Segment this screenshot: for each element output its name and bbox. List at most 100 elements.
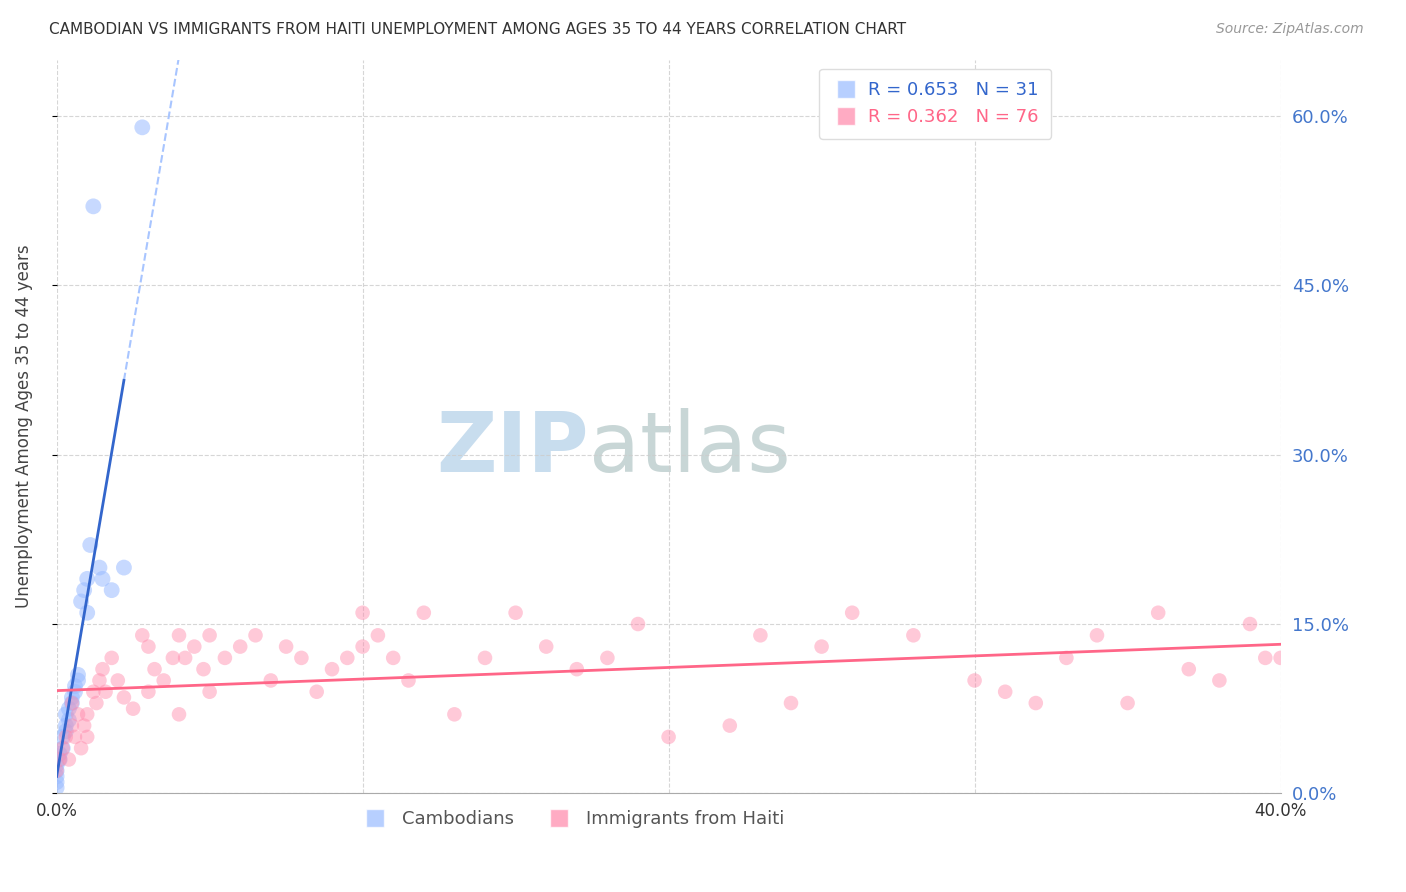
Point — [112, 560, 135, 574]
Point — [198, 685, 221, 699]
Point — [63, 730, 86, 744]
Point — [70, 594, 93, 608]
Point — [1085, 628, 1108, 642]
Point — [443, 707, 465, 722]
Point — [1208, 673, 1230, 688]
Point — [91, 662, 114, 676]
Point — [100, 651, 122, 665]
Point — [183, 640, 205, 654]
Point — [841, 606, 863, 620]
Point — [229, 640, 252, 654]
Point — [82, 685, 104, 699]
Point — [76, 707, 98, 722]
Point — [565, 662, 588, 676]
Point — [100, 583, 122, 598]
Point — [58, 752, 80, 766]
Point — [1270, 651, 1292, 665]
Point — [193, 662, 215, 676]
Point — [152, 673, 174, 688]
Point — [305, 685, 328, 699]
Point — [45, 780, 67, 795]
Point — [352, 606, 374, 620]
Y-axis label: Unemployment Among Ages 35 to 44 years: Unemployment Among Ages 35 to 44 years — [15, 244, 32, 608]
Point — [167, 707, 190, 722]
Point — [596, 651, 619, 665]
Point — [174, 651, 197, 665]
Point — [60, 718, 83, 732]
Point — [162, 651, 184, 665]
Point — [70, 741, 93, 756]
Point — [321, 662, 343, 676]
Point — [290, 651, 312, 665]
Point — [63, 679, 86, 693]
Point — [45, 769, 67, 783]
Point — [198, 628, 221, 642]
Point — [66, 673, 89, 688]
Point — [91, 572, 114, 586]
Point — [336, 651, 359, 665]
Point — [1254, 651, 1277, 665]
Point — [112, 690, 135, 705]
Point — [45, 764, 67, 778]
Point — [903, 628, 925, 642]
Point — [52, 741, 75, 756]
Point — [52, 730, 75, 744]
Point — [82, 199, 104, 213]
Point — [474, 651, 496, 665]
Point — [1178, 662, 1201, 676]
Point — [76, 572, 98, 586]
Point — [58, 713, 80, 727]
Point — [60, 696, 83, 710]
Point — [60, 696, 83, 710]
Point — [45, 758, 67, 772]
Point — [52, 741, 75, 756]
Text: ZIP: ZIP — [436, 408, 589, 489]
Point — [994, 685, 1017, 699]
Point — [55, 718, 77, 732]
Point — [749, 628, 772, 642]
Point — [1116, 696, 1139, 710]
Point — [45, 775, 67, 789]
Point — [48, 747, 70, 761]
Point — [505, 606, 527, 620]
Point — [63, 685, 86, 699]
Text: CAMBODIAN VS IMMIGRANTS FROM HAITI UNEMPLOYMENT AMONG AGES 35 TO 44 YEARS CORREL: CAMBODIAN VS IMMIGRANTS FROM HAITI UNEMP… — [49, 22, 907, 37]
Text: atlas: atlas — [589, 408, 790, 489]
Point — [810, 640, 832, 654]
Point — [627, 617, 650, 632]
Point — [66, 668, 89, 682]
Point — [89, 673, 111, 688]
Point — [718, 718, 741, 732]
Point — [1147, 606, 1170, 620]
Point — [73, 718, 96, 732]
Point — [963, 673, 986, 688]
Point — [398, 673, 420, 688]
Point — [260, 673, 283, 688]
Point — [138, 685, 160, 699]
Point — [382, 651, 405, 665]
Point — [58, 701, 80, 715]
Point — [274, 640, 297, 654]
Point — [122, 701, 145, 715]
Point — [55, 730, 77, 744]
Point — [86, 696, 108, 710]
Point — [352, 640, 374, 654]
Point — [367, 628, 389, 642]
Point — [107, 673, 129, 688]
Point — [55, 707, 77, 722]
Point — [1054, 651, 1077, 665]
Point — [1025, 696, 1047, 710]
Point — [214, 651, 236, 665]
Point — [76, 730, 98, 744]
Point — [79, 538, 101, 552]
Point — [1239, 617, 1261, 632]
Point — [780, 696, 803, 710]
Point — [45, 764, 67, 778]
Point — [73, 583, 96, 598]
Point — [143, 662, 166, 676]
Point — [245, 628, 267, 642]
Point — [48, 752, 70, 766]
Point — [94, 685, 117, 699]
Legend: Cambodians, Immigrants from Haiti: Cambodians, Immigrants from Haiti — [350, 803, 792, 836]
Text: Source: ZipAtlas.com: Source: ZipAtlas.com — [1216, 22, 1364, 37]
